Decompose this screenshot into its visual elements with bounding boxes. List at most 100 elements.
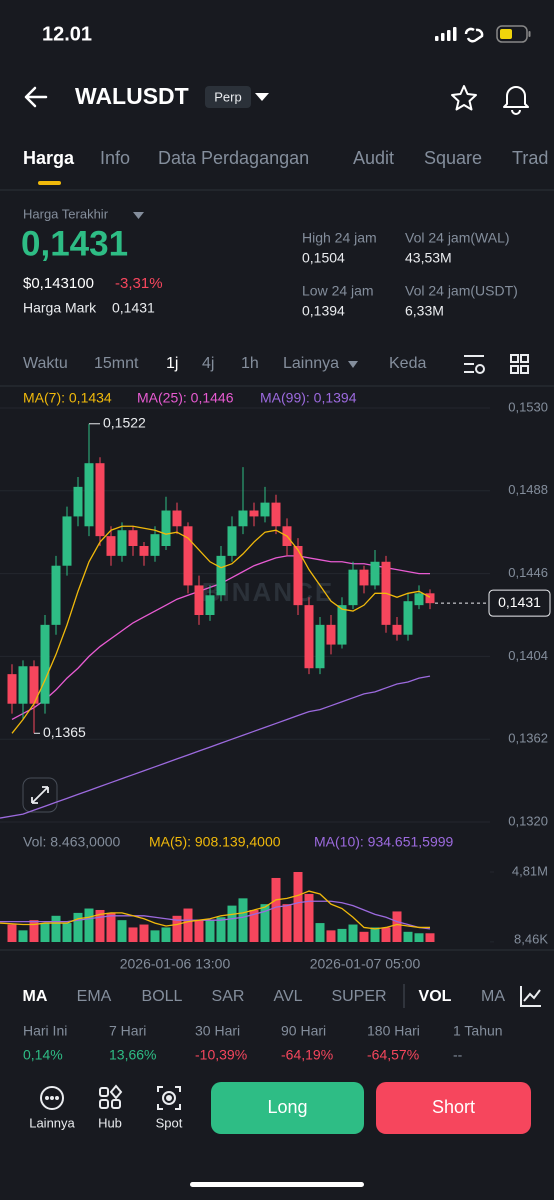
- short-label[interactable]: Short: [432, 1097, 475, 1117]
- volume-bar: [414, 933, 424, 942]
- nav-label[interactable]: Spot: [156, 1115, 183, 1130]
- ma-line: [0, 900, 431, 930]
- tab[interactable]: Audit: [353, 148, 394, 168]
- indicator-tab[interactable]: AVL: [273, 988, 302, 1005]
- price-label: Harga Terakhir: [23, 206, 109, 221]
- interval-dropdown[interactable]: [348, 361, 358, 368]
- indicator-settings[interactable]: [464, 355, 485, 374]
- volume-bar: [392, 911, 402, 942]
- candle-body: [84, 463, 94, 527]
- volume-legend: Vol: 8.463,0000: [23, 834, 121, 850]
- candle-body: [128, 530, 138, 546]
- symbol-dropdown[interactable]: [255, 93, 269, 101]
- candle-body: [40, 624, 50, 704]
- candle-body: [106, 536, 116, 556]
- alert-button[interactable]: [503, 86, 529, 115]
- candle-body: [249, 510, 259, 517]
- date-label: 2026-01-06 13:00: [120, 956, 231, 972]
- home-indicator: [190, 1182, 364, 1187]
- back-button[interactable]: [24, 86, 48, 108]
- volume-bar: [18, 930, 28, 942]
- candle-body: [216, 555, 226, 596]
- candle-body: [172, 510, 182, 527]
- volume-bar: [315, 923, 325, 942]
- volume-bar: [40, 923, 50, 942]
- current-price-tag: [488, 589, 551, 617]
- short-button[interactable]: [376, 1082, 531, 1134]
- candle-body: [304, 605, 314, 669]
- y-tick-label: 0,1320: [508, 813, 548, 828]
- candle-body: [359, 569, 369, 586]
- indicator-tab[interactable]: VOL: [419, 988, 452, 1005]
- more-icon[interactable]: [40, 1086, 64, 1110]
- volume-bar: [282, 904, 292, 942]
- perf-label: Hari Ini: [23, 1023, 67, 1039]
- interval[interactable]: 1j: [166, 355, 178, 372]
- tab[interactable]: Data Perdagangan: [158, 148, 309, 168]
- volume-bar: [216, 917, 226, 942]
- favorite-button[interactable]: [451, 85, 477, 111]
- volume-bar: [128, 927, 138, 942]
- hub-icon[interactable]: [99, 1084, 123, 1109]
- tab[interactable]: Square: [424, 148, 482, 168]
- perf-value: 0,14%: [23, 1047, 63, 1063]
- chart-tools[interactable]: [520, 986, 541, 1007]
- interval[interactable]: 4j: [202, 355, 214, 372]
- price-change: -3,31%: [115, 275, 163, 292]
- tab-indicator: [38, 181, 61, 185]
- interval[interactable]: Lainnya: [283, 355, 339, 372]
- nav-label[interactable]: Hub: [98, 1115, 122, 1130]
- stat-label: Vol 24 jam(USDT): [405, 283, 518, 299]
- perf-label: 1 Tahun: [453, 1023, 503, 1039]
- candle-body: [392, 624, 402, 635]
- volume-bar: [205, 920, 215, 942]
- stat-value: 43,53M: [405, 250, 452, 266]
- volume-tick-label: 4,81M: [512, 863, 548, 878]
- indicator-tab[interactable]: BOLL: [142, 988, 183, 1005]
- fullscreen-icon: [31, 786, 49, 804]
- indicator-tab[interactable]: SUPER: [331, 988, 386, 1005]
- tab[interactable]: Info: [100, 148, 130, 168]
- volume-bar: [29, 920, 39, 942]
- candle-body: [161, 510, 171, 546]
- indicator-tab[interactable]: EMA: [77, 988, 112, 1005]
- volume-legend: MA(10): 934.651,5999: [314, 834, 454, 850]
- tab[interactable]: Harga: [23, 148, 75, 168]
- indicator-tab[interactable]: MA: [481, 988, 505, 1005]
- indicator-tab[interactable]: MA: [23, 988, 48, 1005]
- candle-body: [95, 463, 105, 537]
- volume-bar: [51, 915, 61, 942]
- perf-value: -10,39%: [195, 1047, 247, 1063]
- candle-body: [183, 526, 193, 586]
- volume-bar: [326, 930, 336, 942]
- ma-legend: MA(7): 0,1434: [23, 390, 112, 406]
- volume-bar: [260, 904, 270, 942]
- ma-legend: MA(25): 0,1446: [137, 390, 234, 406]
- symbol: WALUSDT: [75, 83, 189, 109]
- long-button[interactable]: [211, 1082, 364, 1134]
- volume-bar: [172, 915, 182, 942]
- tab[interactable]: Trad: [512, 148, 548, 168]
- badge-label: Perp: [214, 89, 241, 104]
- stat-label: Vol 24 jam(WAL): [405, 230, 510, 246]
- spot-icon[interactable]: [157, 1086, 181, 1110]
- interval[interactable]: Waktu: [23, 355, 68, 372]
- candle-body: [337, 605, 347, 645]
- volume-tick-label: 8,46K: [514, 931, 548, 946]
- interval[interactable]: 1h: [241, 355, 259, 372]
- mark-label: Harga Mark: [23, 300, 97, 316]
- volume-bar: [348, 924, 358, 942]
- interval[interactable]: 15mnt: [94, 355, 139, 372]
- candle-body: [326, 624, 336, 645]
- perf-label: 30 Hari: [195, 1023, 240, 1039]
- price-dropdown[interactable]: [133, 212, 144, 219]
- indicator-tab[interactable]: SAR: [212, 988, 245, 1005]
- nav-label[interactable]: Lainnya: [29, 1115, 75, 1130]
- layout-button[interactable]: [510, 354, 529, 374]
- volume-bar: [62, 923, 72, 942]
- interval[interactable]: Keda: [389, 355, 426, 372]
- long-label[interactable]: Long: [267, 1097, 307, 1117]
- volume-bar: [271, 877, 281, 942]
